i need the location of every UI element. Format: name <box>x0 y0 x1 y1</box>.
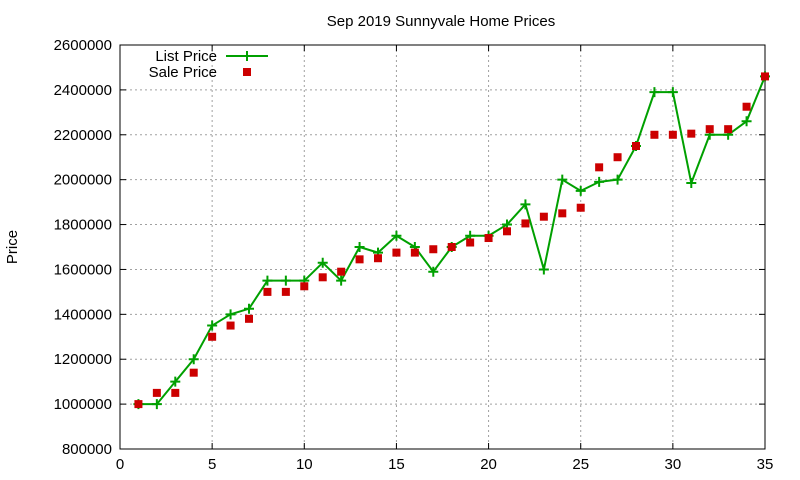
sale-price-point <box>761 72 769 81</box>
y-tick-label: 2200000 <box>54 127 112 144</box>
chart-title: Sep 2019 Sunnyvale Home Prices <box>327 13 555 30</box>
x-tick-label: 5 <box>208 456 216 473</box>
sale-price-point <box>687 129 696 138</box>
legend-label-sale-price: Sale Price <box>149 64 217 81</box>
sale-price-point <box>724 125 733 134</box>
sale-price-point <box>503 227 511 236</box>
list-price-point <box>575 185 586 196</box>
list-price-point <box>612 174 623 185</box>
sale-price-point <box>374 254 382 263</box>
legend: List Price Sale Price <box>149 48 268 81</box>
sale-price-point <box>613 153 622 162</box>
list-price-point <box>262 275 273 286</box>
x-tick-label: 10 <box>296 456 313 473</box>
list-price-point <box>428 266 439 277</box>
sale-price-point <box>300 282 309 291</box>
list-price-point <box>538 264 549 275</box>
list-price-point <box>649 87 660 98</box>
x-tick-label: 0 <box>116 456 124 473</box>
legend-marker-sale-price <box>243 68 251 76</box>
list-price-point <box>520 199 531 210</box>
series <box>133 71 770 410</box>
sale-price-point <box>632 142 640 150</box>
list-price-point <box>594 176 605 187</box>
y-tick-label: 1200000 <box>54 351 112 368</box>
list-price-point <box>244 303 254 314</box>
y-tick-label: 1400000 <box>54 306 112 323</box>
list-price-point <box>280 275 291 286</box>
sale-price-point <box>245 314 253 323</box>
sale-price-point <box>281 287 290 296</box>
sale-price-point <box>263 287 272 296</box>
sale-price-point <box>355 255 364 264</box>
sale-price-point <box>576 203 585 212</box>
list-price-point <box>354 242 365 252</box>
list-price-point <box>317 257 328 268</box>
plot-frame <box>119 44 766 450</box>
x-tick-label: 35 <box>757 456 774 473</box>
list-price-point <box>686 178 697 189</box>
sale-price-point <box>595 163 604 172</box>
y-tick-label: 2000000 <box>54 172 112 189</box>
sale-price-point <box>558 209 567 218</box>
y-tick-label: 2400000 <box>54 82 112 99</box>
sale-price-point <box>152 388 161 397</box>
y-tick-label: 2600000 <box>54 37 112 54</box>
y-tick-label: 1000000 <box>54 396 112 413</box>
x-tick-label: 30 <box>665 456 682 473</box>
list-price-point <box>741 116 752 127</box>
sale-price-point <box>337 267 346 276</box>
x-tick-label: 25 <box>572 456 589 473</box>
list-price-point <box>557 174 568 185</box>
sale-price-point <box>650 130 659 139</box>
sale-price-point <box>466 238 475 247</box>
sale-price-point <box>208 332 217 341</box>
list-price-point <box>391 230 402 241</box>
sale-price-point <box>668 130 677 139</box>
sale-price-point <box>134 400 143 409</box>
series-line-list-price <box>138 76 766 406</box>
x-tick-label: 15 <box>388 456 405 473</box>
list-price-point <box>336 275 347 286</box>
list-price-point <box>151 399 162 410</box>
list-price-point <box>207 320 218 331</box>
sale-price-point <box>171 388 180 397</box>
sale-price-point <box>742 102 751 111</box>
y-tick-label: 800000 <box>62 441 112 458</box>
sale-price-point <box>539 212 548 221</box>
sale-price-point <box>705 125 714 134</box>
sale-price-point <box>392 248 401 257</box>
list-price-point <box>225 309 236 320</box>
y-tick-label: 1600000 <box>54 261 112 278</box>
sale-price-point <box>226 321 235 330</box>
sale-price-point <box>189 368 198 377</box>
list-price-point <box>170 376 181 387</box>
legend-marker-list-price <box>242 51 252 61</box>
sale-price-point <box>410 248 419 257</box>
legend-label-list-price: List Price <box>155 48 217 65</box>
sale-price-point <box>447 243 456 251</box>
y-axis-label: Price <box>4 230 21 264</box>
axis-ticks: 0 5 10 15 20 25 30 35 800000 1000000 1200000 140000… <box>54 37 774 473</box>
list-price-point <box>188 354 199 365</box>
y-tick-label: 1800000 <box>54 217 112 234</box>
list-price-point <box>667 87 678 98</box>
sale-price-point <box>484 234 493 243</box>
sale-price-point <box>318 273 327 282</box>
sale-price-point <box>429 245 438 254</box>
sale-price-point <box>521 219 530 228</box>
grid <box>120 45 765 449</box>
x-tick-label: 20 <box>480 456 497 473</box>
